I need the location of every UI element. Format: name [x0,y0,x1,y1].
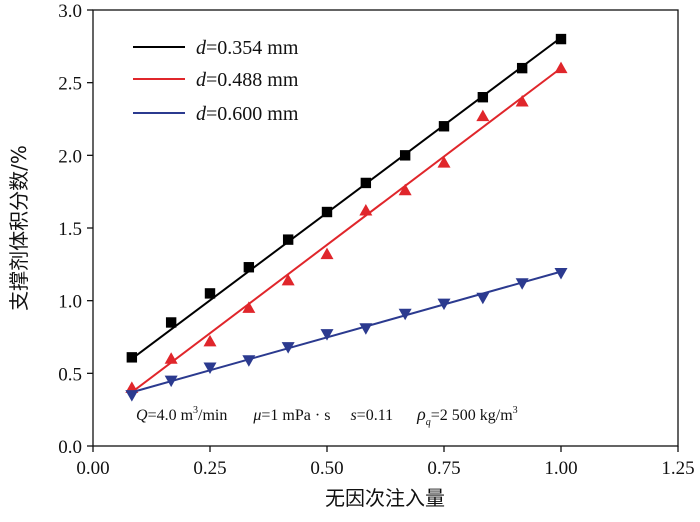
data-point [399,150,411,161]
data-point [515,95,529,107]
data-point [359,323,373,335]
data-point [203,334,217,347]
x-tick-label: 1.25 [661,458,694,479]
data-point [126,352,138,363]
data-point [165,317,177,328]
data-point [320,247,334,260]
y-tick-label: 0.0 [58,437,82,458]
x-axis-title: 无因次注入量 [325,486,445,510]
data-point [476,109,490,122]
fit-line [131,36,562,360]
data-point [516,62,528,74]
data-point [282,234,294,245]
y-tick-label: 3.0 [58,1,82,22]
x-tick-label: 0.75 [427,458,460,479]
data-point [477,92,489,103]
legend-label-d0488: d=0.488 mm [196,69,299,91]
data-point [281,273,295,286]
plot-frame [92,9,679,447]
legend-label-d0600: d=0.600 mm [196,103,299,125]
data-point [359,204,373,216]
x-tick-label: 1.00 [544,458,577,479]
data-point [203,362,217,375]
data-point [515,278,529,290]
data-point [555,33,567,45]
y-tick-label: 1.0 [58,292,82,313]
y-tick-label: 0.5 [58,364,82,385]
data-point [243,262,255,273]
fit-line [131,270,562,394]
data-point [398,308,412,321]
data-point [320,329,334,341]
fit-line [131,67,562,394]
data-point [164,352,178,364]
data-point [438,121,450,132]
y-axis-title: 支撑剂体积分数/% [7,145,31,311]
series-d0488 [125,61,568,394]
y-tick-label: 2.5 [58,74,82,95]
x-tick-label: 0.50 [310,458,343,479]
data-point [437,156,451,168]
condition-annotation: Q=4.0 m3/min μ=1 mPa · s s=0.11 ρq=2 500… [136,404,518,428]
data-point [164,375,178,388]
y-tick-label: 2.0 [58,146,82,167]
x-tick-label: 0.25 [193,458,226,479]
data-point [125,381,139,393]
data-point [398,183,412,196]
data-point [242,355,256,367]
series-d0600 [125,268,568,402]
x-tick-label: 0.00 [76,458,109,479]
series-d0354 [126,33,567,363]
data-point [437,298,451,311]
legend-label-d0354: d=0.354 mm [196,37,299,59]
data-point [125,390,139,402]
series-layer [125,33,568,402]
data-point [281,342,295,354]
data-point [554,61,568,74]
y-tick-labels: 0.0 0.5 1.0 1.5 2.0 2.5 3.0 [58,1,82,458]
y-tick-label: 1.5 [58,219,82,240]
data-point [204,288,216,299]
x-tick-labels: 0.00 0.25 0.50 0.75 1.00 1.25 [76,458,694,479]
data-point [476,292,490,305]
data-point [360,177,372,189]
data-point [554,268,568,280]
legend: d=0.354 mm d=0.488 mm d=0.600 mm [133,37,299,125]
data-point [242,301,256,313]
data-point [321,206,333,218]
axis-ticks [87,9,679,452]
